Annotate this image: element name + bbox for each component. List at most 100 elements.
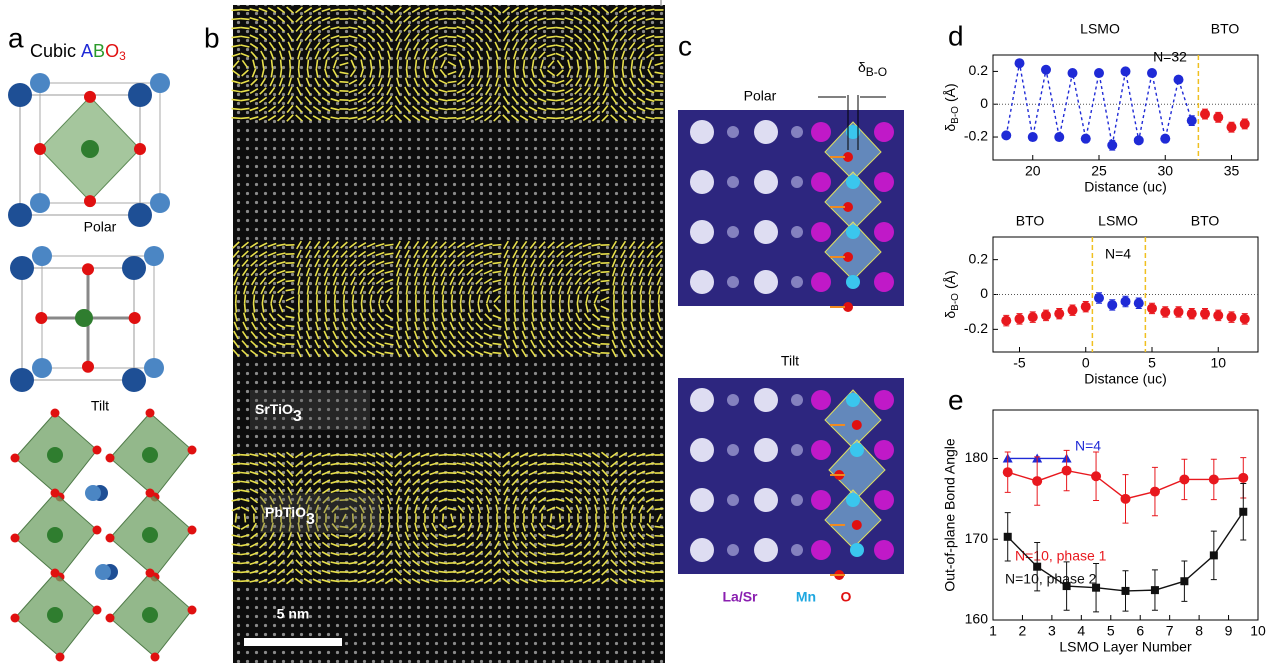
polar-arrow — [305, 531, 311, 541]
polar-arrow — [565, 504, 573, 514]
x-tick-label: 5 — [1148, 355, 1156, 371]
o-atom — [55, 652, 65, 662]
polar-arrow — [466, 276, 474, 286]
mn-column — [791, 226, 803, 238]
polar-arrow — [465, 452, 475, 458]
polar-arrow — [492, 279, 502, 283]
polar-arrow — [648, 294, 652, 304]
polar-arrow — [432, 312, 436, 322]
polar-arrow — [432, 294, 436, 304]
polar-arrow — [583, 487, 591, 495]
polar-arrow — [367, 87, 375, 95]
polar-arrow — [423, 59, 427, 69]
polar-arrow — [249, 16, 259, 22]
polar-arrow — [330, 51, 340, 59]
polar-arrow — [304, 478, 312, 486]
polar-arrow — [474, 452, 484, 458]
polar-arrow — [276, 451, 286, 459]
polar-arrow — [620, 339, 626, 349]
polar-arrow — [387, 59, 391, 69]
polar-arrow — [421, 249, 429, 259]
polar-arrow — [467, 312, 473, 322]
polar-arrow — [546, 471, 556, 475]
polar-arrow — [627, 452, 637, 458]
o-atom — [50, 408, 60, 418]
polar-arrow — [358, 78, 366, 86]
polar-arrow — [231, 98, 241, 102]
polar-arrow — [504, 504, 508, 514]
polar-arrow — [638, 522, 644, 532]
polar-arrow — [322, 241, 330, 249]
polar-arrow — [555, 480, 565, 484]
polar-arrow — [324, 294, 328, 304]
polar-arrow — [231, 506, 241, 512]
polar-arrow — [394, 559, 402, 567]
polar-arrow — [618, 6, 628, 14]
polar-arrow — [249, 250, 259, 258]
polar-arrow — [321, 97, 331, 103]
polar-arrow — [484, 24, 492, 32]
polar-arrow — [366, 115, 376, 121]
polar-arrow — [555, 107, 565, 111]
polar-arrow — [611, 240, 617, 250]
polar-arrow — [647, 276, 653, 286]
polar-arrow — [403, 469, 411, 477]
polar-arrow — [366, 569, 376, 575]
polar-arrow — [330, 471, 340, 475]
annotation: N=4 — [1105, 246, 1131, 262]
polar-arrow — [295, 559, 303, 567]
polar-arrow — [530, 50, 536, 60]
polar-arrow — [475, 277, 483, 285]
polar-arrow — [636, 106, 646, 112]
polar-arrow — [456, 532, 466, 540]
polar-arrow — [420, 560, 430, 566]
polar-arrow — [349, 349, 357, 357]
polar-arrow — [465, 551, 475, 557]
polar-arrow — [638, 267, 644, 277]
polar-arrow — [493, 105, 501, 113]
polar-arrow — [466, 77, 474, 87]
polar-arrow — [636, 452, 646, 458]
polar-arrow — [467, 285, 473, 295]
polar-arrow — [242, 285, 248, 295]
polar-arrow — [231, 498, 241, 502]
polar-arrow — [430, 348, 438, 358]
polar-arrow — [646, 241, 654, 249]
polar-arrow — [502, 559, 510, 567]
polar-arrow — [565, 78, 573, 86]
polar-arrow — [538, 78, 546, 86]
polar-arrow — [511, 559, 519, 567]
polar-arrow — [339, 80, 349, 84]
polar-arrow — [522, 312, 526, 322]
polar-arrow — [483, 260, 493, 266]
polar-arrow — [285, 577, 295, 585]
polar-arrow — [546, 534, 556, 538]
polar-arrow — [314, 330, 320, 340]
polar-arrow — [502, 32, 510, 42]
data-point — [1092, 583, 1101, 592]
polar-arrow — [403, 550, 411, 558]
polar-arrow — [564, 88, 574, 94]
polar-arrow — [512, 495, 518, 505]
polar-arrow — [504, 321, 508, 331]
polar-arrow — [387, 522, 391, 532]
polar-arrow — [645, 97, 655, 103]
mn-column — [727, 494, 739, 506]
polar-arrow — [492, 314, 502, 320]
polar-arrow — [369, 59, 373, 69]
polar-arrow — [268, 96, 276, 104]
polar-arrow — [258, 115, 268, 121]
polar-arrow — [447, 44, 457, 48]
polar-arrow — [285, 288, 295, 292]
polar-arrow — [555, 506, 565, 512]
polar-arrow — [420, 105, 430, 113]
polar-arrow — [439, 241, 447, 249]
panel-label: e — [948, 384, 964, 415]
data-point — [1062, 582, 1071, 591]
polar-arrow — [492, 270, 502, 274]
polar-arrow — [457, 522, 465, 532]
polar-arrow — [429, 16, 439, 22]
polar-arrow — [421, 541, 429, 549]
polar-arrow — [366, 259, 376, 267]
polar-arrow — [313, 249, 321, 259]
